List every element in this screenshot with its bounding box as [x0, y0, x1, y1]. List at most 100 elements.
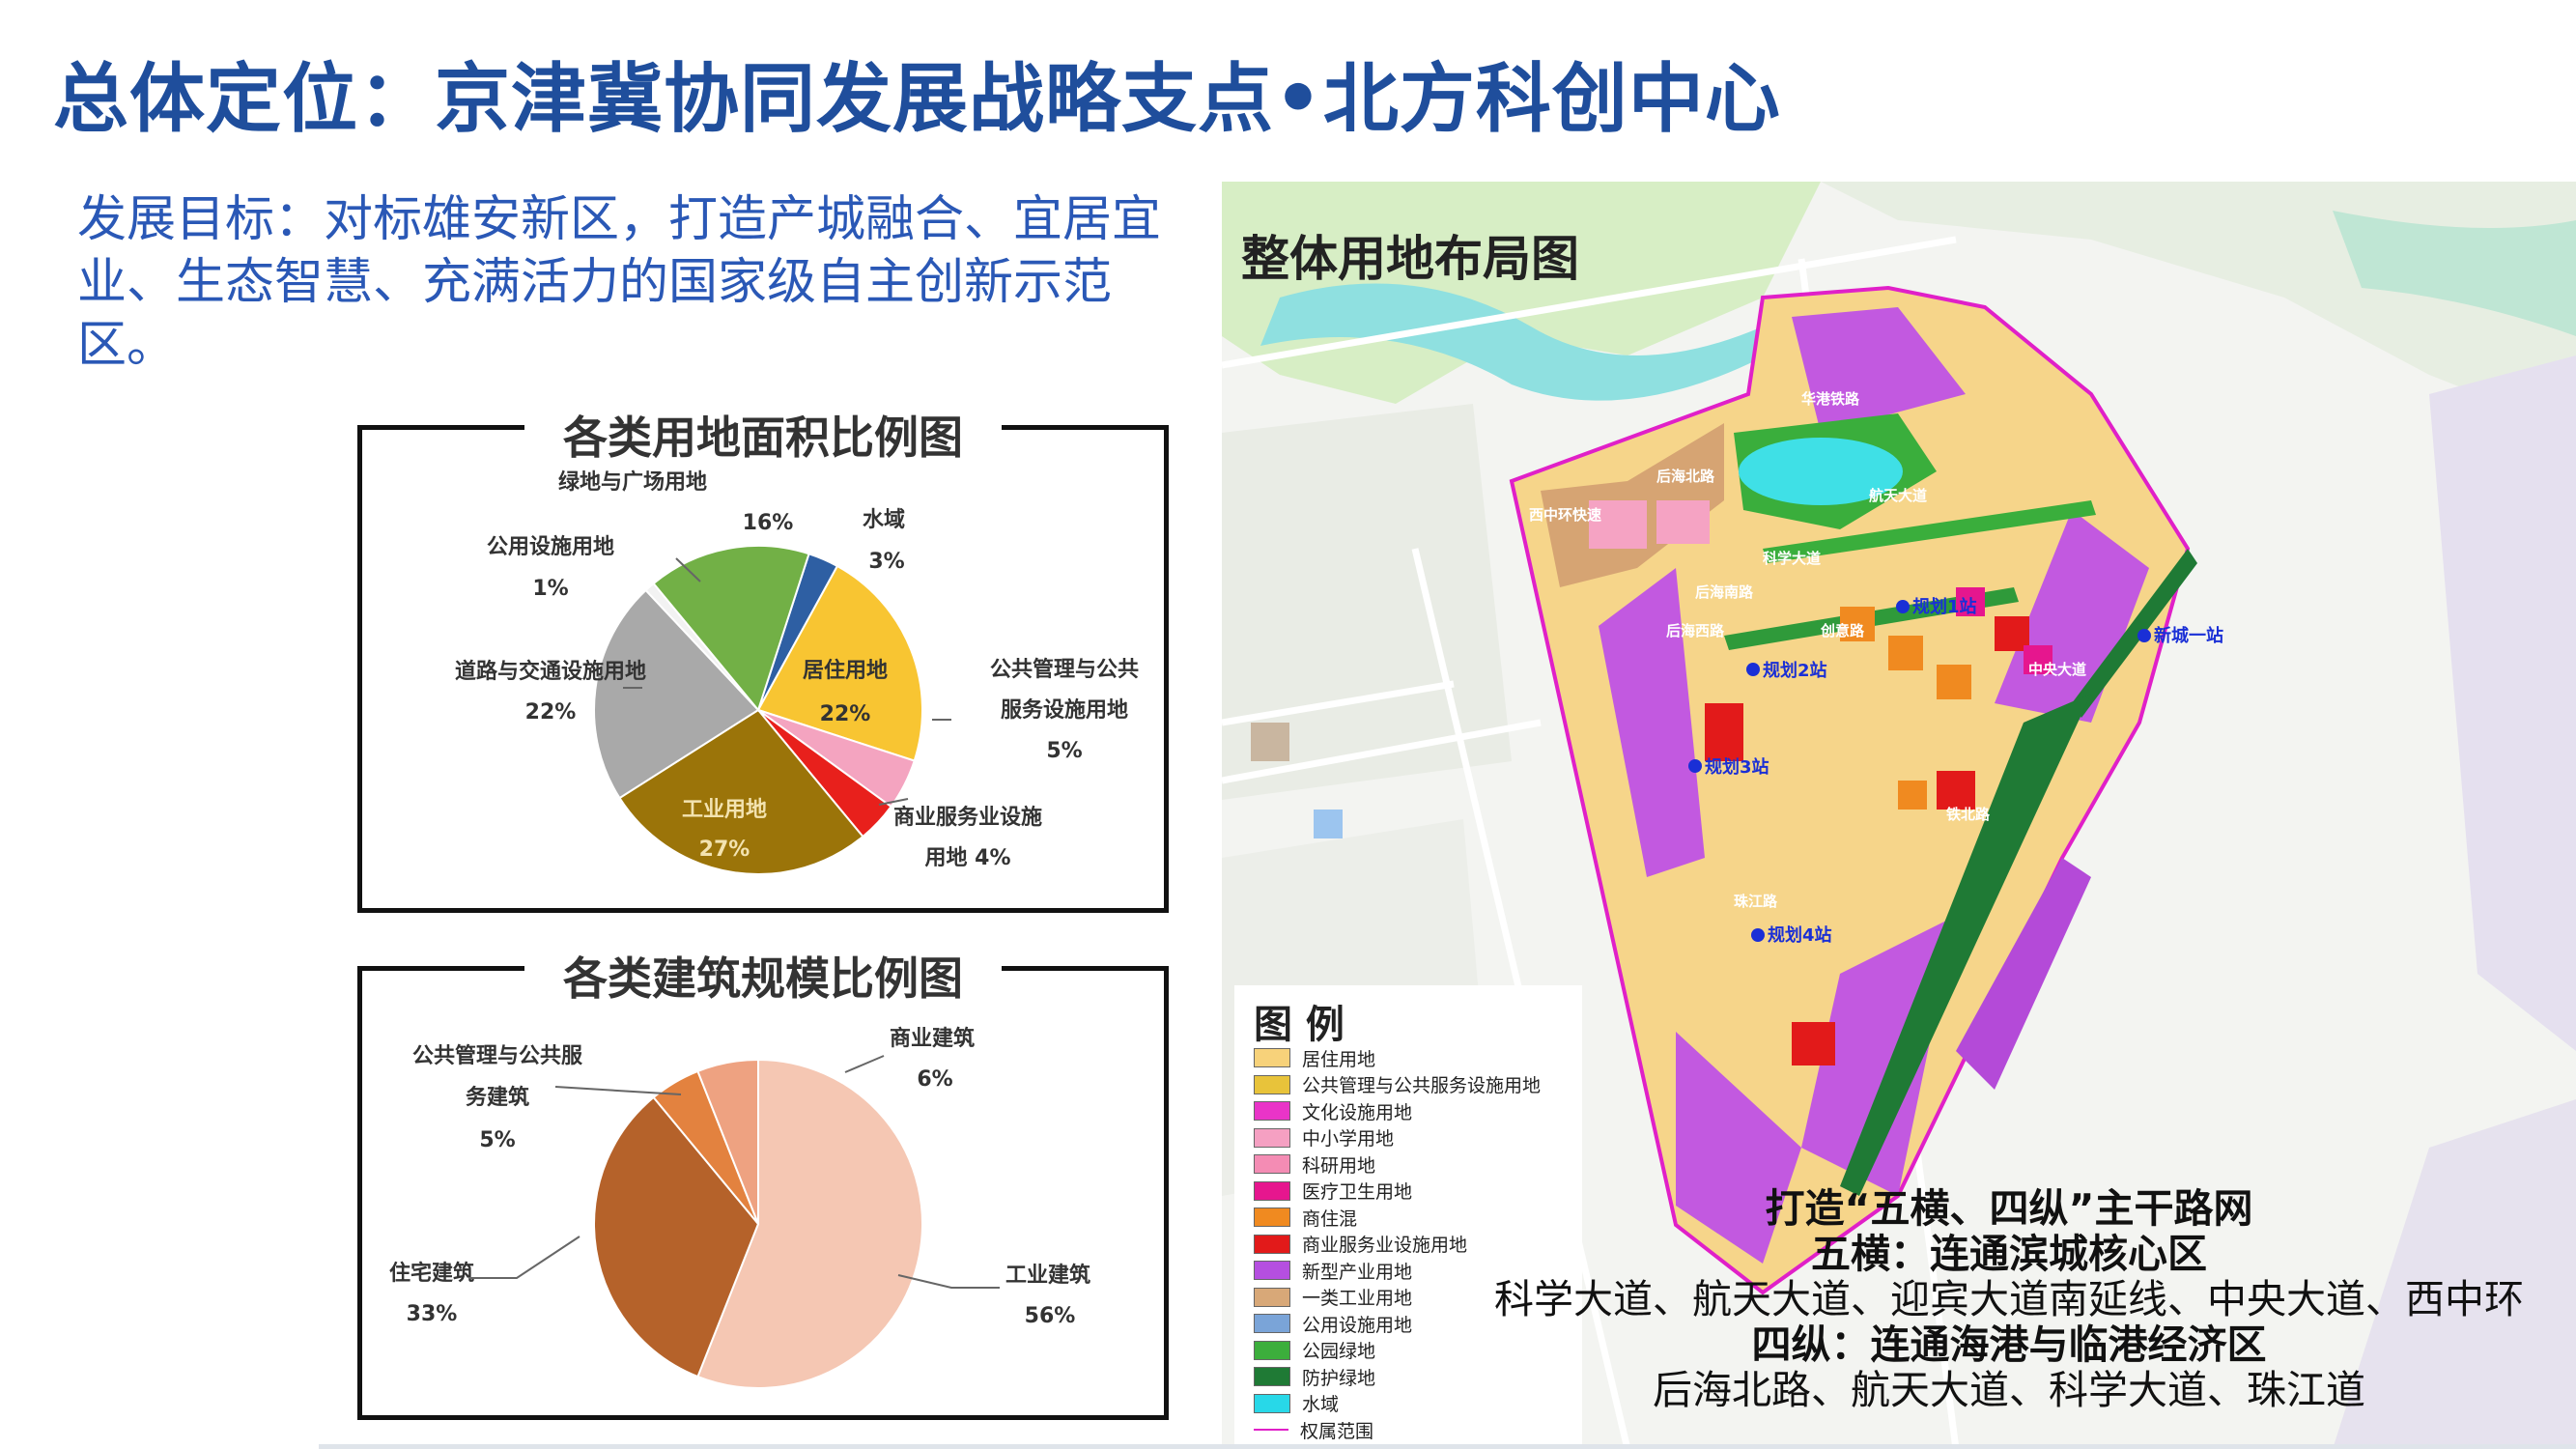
- label-bres-pct: 33%: [407, 1302, 458, 1326]
- legend-label: 商业服务业设施用地: [1302, 1235, 1468, 1256]
- legend-label: 权属范围: [1300, 1420, 1374, 1442]
- legend-swatch: [1254, 1048, 1290, 1067]
- four-vertical-heading: 四纵：连通海港与临港经济区: [1751, 1321, 2267, 1368]
- map-title: 整体用地布局图: [1241, 231, 1579, 287]
- station-1-label: 规划1站: [1912, 596, 1977, 617]
- land-area-chart-title: 各类用地面积比例图: [524, 403, 1002, 467]
- legend-label: 文化设施用地: [1302, 1101, 1413, 1123]
- building-scale-chart-title: 各类建筑规模比例图: [524, 944, 1002, 1008]
- label-util-name: 公用设施用地: [487, 534, 614, 559]
- legend-swatch: [1254, 1261, 1290, 1280]
- pie-slice-8: [652, 545, 810, 713]
- legend-item: 公共管理与公共服务设施用地: [1254, 1072, 1541, 1097]
- road-label-2: 西中环快速: [1529, 506, 1601, 524]
- road-label-11: 华港铁路: [1801, 390, 1860, 408]
- legend-label: 水域: [1302, 1394, 1340, 1415]
- label-water-pct: 3%: [868, 550, 904, 574]
- legend-swatch: [1254, 1208, 1290, 1227]
- five-horizontal-heading: 五横：连通滨城核心区: [1811, 1231, 2207, 1277]
- legend-item: 科研用地: [1254, 1151, 1375, 1177]
- label-pub-pct: 5%: [1046, 739, 1082, 763]
- legend-swatch: [1254, 1340, 1290, 1360]
- legend-item: 公用设施用地: [1254, 1311, 1412, 1336]
- legend-item: 新型产业用地: [1254, 1258, 1412, 1283]
- label-com-name2: 用地 4%: [924, 846, 1010, 870]
- station-4-marker: [1751, 928, 1765, 942]
- pie-slice-5: [618, 708, 864, 875]
- label-green-pct: 16%: [743, 511, 794, 535]
- building-scale-chart-box: 各类建筑规模比例图 商业建筑 6% 公共管理与公共服 务建筑 5% 住宅建筑 3…: [357, 944, 1169, 1420]
- station-2-marker: [1746, 663, 1760, 676]
- legend-swatch: [1254, 1393, 1290, 1413]
- station-5-marker: [2137, 629, 2151, 642]
- legend-label: 医疗卫生用地: [1302, 1181, 1413, 1203]
- road-label-3: 科学大道: [1763, 550, 1821, 567]
- label-green-name: 绿地与广场用地: [558, 469, 707, 495]
- legend-swatch: [1254, 1154, 1290, 1174]
- four-vertical-list: 后海北路、航天大道、科学大道、珠江道: [1653, 1367, 2365, 1413]
- building-scale-pie-chart: 商业建筑 6% 公共管理与公共服 务建筑 5% 住宅建筑 33% 工业建筑 56…: [389, 1026, 1090, 1389]
- legend-swatch: [1254, 1127, 1290, 1148]
- legend-item: 商业服务业设施用地: [1254, 1232, 1467, 1257]
- road-label-8: 珠江路: [1734, 893, 1778, 910]
- station-4-label: 规划4站: [1768, 924, 1832, 946]
- label-bpub-pct: 5%: [479, 1128, 515, 1152]
- legend-label: 居住用地: [1302, 1048, 1376, 1070]
- label-pub-name1: 公共管理与公共: [990, 657, 1139, 682]
- legend-item: 中小学用地: [1254, 1125, 1394, 1151]
- five-horizontal-list: 科学大道、航天大道、迎宾大道南延线、中央大道、西中环: [1494, 1276, 2524, 1322]
- label-pub-name2: 服务设施用地: [1001, 697, 1128, 723]
- page-title: 总体定位：京津冀协同发展战略支点•北方科创中心: [53, 56, 1781, 143]
- label-ind-pct: 27%: [699, 838, 750, 862]
- road-label-1: 后海北路: [1656, 468, 1715, 485]
- land-area-chart-box: 各类用地面积比例图 绿地与广场用地 16% 水域 3% 公用设施用地 1% 道路…: [357, 403, 1169, 913]
- legend-swatch: [1254, 1180, 1290, 1201]
- label-res-pct: 22%: [820, 702, 871, 726]
- legend-item: 文化设施用地: [1254, 1098, 1412, 1123]
- road-network-description: 打造“五横、四纵”主干路网 五横：连通滨城核心区 科学大道、航天大道、迎宾大道南…: [1449, 1186, 2569, 1413]
- label-water-name: 水域: [863, 507, 905, 532]
- label-road-pct: 22%: [525, 700, 577, 724]
- label-bind-pct: 56%: [1025, 1304, 1076, 1328]
- road-label-7: 后海西路: [1666, 622, 1725, 639]
- label-ind-name: 工业用地: [682, 798, 767, 822]
- legend-item: 居住用地: [1254, 1045, 1375, 1070]
- legend-title: 图 例: [1254, 1003, 1345, 1047]
- station-1-marker: [1896, 600, 1910, 613]
- road-label-10: 铁北路: [1946, 806, 1991, 823]
- label-com-name1: 商业服务业设施: [893, 805, 1042, 830]
- station-3-marker: [1688, 759, 1702, 773]
- label-util-pct: 1%: [532, 577, 568, 601]
- road-label-4: 航天大道: [1869, 487, 1927, 504]
- legend-label: 公共管理与公共服务设施用地: [1302, 1075, 1542, 1096]
- label-bres-name: 住宅建筑: [389, 1261, 474, 1286]
- land-use-map-graphic: 规划1站 规划2站 规划3站 规划4站 新城一站 后海北路 西中环快速 科学大道…: [1222, 182, 2576, 1449]
- pie-slice-2: [593, 1095, 760, 1378]
- station-5-label: 新城一站: [2154, 625, 2223, 646]
- legend-item: 权属范围: [1254, 1417, 1373, 1442]
- legend-label: 新型产业用地: [1302, 1261, 1413, 1283]
- label-bpub-name2: 务建筑: [466, 1085, 529, 1110]
- legend-item: 公园绿地: [1254, 1338, 1375, 1363]
- pie-slice-6: [593, 588, 760, 800]
- pie-slice-4: [696, 1058, 759, 1225]
- station-3-label: 规划3站: [1705, 756, 1769, 778]
- land-use-map: 规划1站 规划2站 规划3站 规划4站 新城一站 后海北路 西中环快速 科学大道…: [1222, 182, 2576, 1449]
- legend-label: 公用设施用地: [1302, 1314, 1413, 1336]
- label-road-name: 道路与交通设施用地: [455, 659, 646, 684]
- legend-label: 中小学用地: [1302, 1128, 1395, 1150]
- legend-label: 一类工业用地: [1302, 1288, 1413, 1309]
- land-area-pie-chart: 绿地与广场用地 16% 水域 3% 公用设施用地 1% 道路与交通设施用地 22…: [455, 469, 1139, 875]
- road-label-6: 后海南路: [1695, 583, 1754, 601]
- legend-swatch: [1254, 1367, 1290, 1386]
- legend-item: 医疗卫生用地: [1254, 1179, 1412, 1204]
- development-goal: 发展目标：对标雄安新区，打造产城融合、宜居宜业、生态智慧、充满活力的国家级自主创…: [77, 191, 1162, 374]
- legend-swatch: [1254, 1429, 1288, 1431]
- legend-swatch: [1254, 1101, 1290, 1121]
- pie-slice-2: [756, 564, 923, 762]
- legend-swatch: [1254, 1314, 1290, 1333]
- road-label-5: 创意路: [1820, 622, 1865, 639]
- label-res-name: 居住用地: [803, 658, 888, 683]
- legend-label: 公园绿地: [1302, 1341, 1376, 1362]
- legend-item: 一类工业用地: [1254, 1285, 1412, 1310]
